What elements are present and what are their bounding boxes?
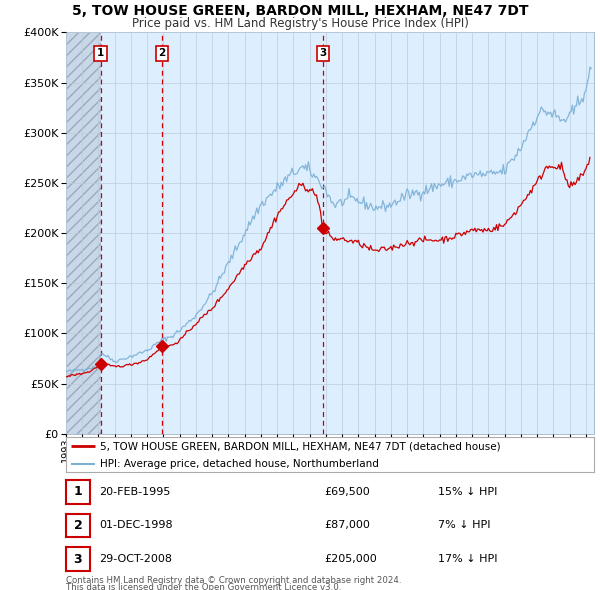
Text: £69,500: £69,500 bbox=[324, 487, 370, 497]
Text: £205,000: £205,000 bbox=[324, 554, 377, 564]
Text: Price paid vs. HM Land Registry's House Price Index (HPI): Price paid vs. HM Land Registry's House … bbox=[131, 17, 469, 30]
Text: 17% ↓ HPI: 17% ↓ HPI bbox=[438, 554, 497, 564]
Text: HPI: Average price, detached house, Northumberland: HPI: Average price, detached house, Nort… bbox=[100, 458, 379, 468]
Text: 15% ↓ HPI: 15% ↓ HPI bbox=[438, 487, 497, 497]
Text: This data is licensed under the Open Government Licence v3.0.: This data is licensed under the Open Gov… bbox=[66, 582, 341, 590]
Text: 2: 2 bbox=[158, 48, 166, 58]
Text: 20-FEB-1995: 20-FEB-1995 bbox=[99, 487, 170, 497]
Text: 3: 3 bbox=[320, 48, 327, 58]
Text: Contains HM Land Registry data © Crown copyright and database right 2024.: Contains HM Land Registry data © Crown c… bbox=[66, 576, 401, 585]
Text: 1: 1 bbox=[74, 485, 82, 499]
Text: 2: 2 bbox=[74, 519, 82, 532]
Bar bbox=[66, 32, 101, 434]
Text: 1: 1 bbox=[97, 48, 104, 58]
Text: 29-OCT-2008: 29-OCT-2008 bbox=[99, 554, 172, 564]
Text: 5, TOW HOUSE GREEN, BARDON MILL, HEXHAM, NE47 7DT: 5, TOW HOUSE GREEN, BARDON MILL, HEXHAM,… bbox=[72, 4, 528, 18]
Bar bbox=[66, 32, 101, 434]
Text: 7% ↓ HPI: 7% ↓ HPI bbox=[438, 520, 491, 530]
Text: 01-DEC-1998: 01-DEC-1998 bbox=[99, 520, 173, 530]
Text: 5, TOW HOUSE GREEN, BARDON MILL, HEXHAM, NE47 7DT (detached house): 5, TOW HOUSE GREEN, BARDON MILL, HEXHAM,… bbox=[100, 441, 501, 451]
Text: £87,000: £87,000 bbox=[324, 520, 370, 530]
Text: 3: 3 bbox=[74, 552, 82, 566]
